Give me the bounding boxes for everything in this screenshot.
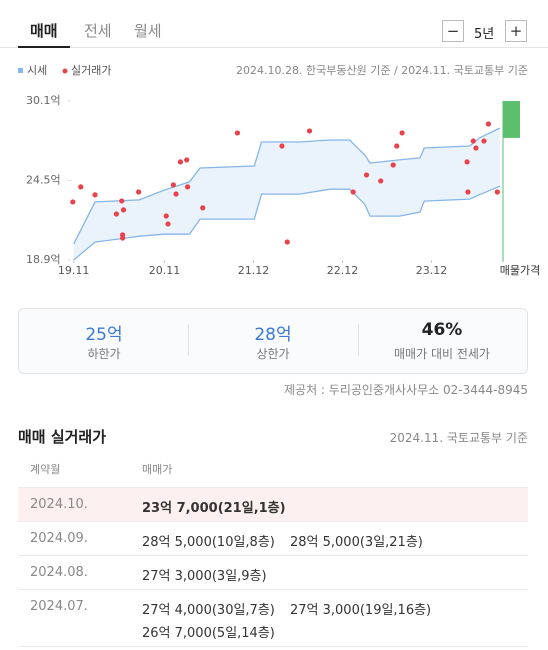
tab[interactable]: 매매: [30, 22, 58, 40]
deal-point: [464, 159, 470, 165]
legend-swatch: [62, 68, 68, 74]
deal-point: [473, 145, 479, 151]
deal-point: [494, 189, 500, 195]
x-tick-label: 23.12: [416, 264, 448, 277]
deal-point: [163, 213, 169, 219]
deal-point: [200, 205, 206, 211]
deal-point: [78, 184, 84, 190]
deal-point: [92, 192, 98, 198]
row-separator: [18, 646, 528, 647]
row-separator: [18, 589, 528, 590]
provider: 제공처 : 두리공인중개사사무소 02-3444-8945: [283, 383, 528, 397]
tab-underline: [18, 46, 70, 48]
y-tick-label: 24.5억: [26, 174, 61, 187]
deal-point: [399, 130, 405, 136]
deal-price: 23억 7,000(21일,1층): [142, 501, 286, 516]
lower-line: [73, 185, 501, 261]
row-highlight: [18, 488, 528, 521]
row-separator: [18, 487, 528, 488]
summary-value: 46%: [421, 320, 463, 340]
deal-point: [390, 162, 396, 168]
tab[interactable]: 전세: [84, 22, 112, 40]
deal-price: 28억 5,000(3일,21층): [290, 535, 423, 550]
x-tick-label: 22.12: [327, 264, 359, 277]
deal-point: [120, 235, 126, 241]
deal-price: 27억 3,000(19일,16층): [290, 603, 432, 618]
contract-month: 2024.10.: [30, 497, 88, 512]
x-tick-label: 21.12: [238, 264, 270, 277]
deal-point: [113, 211, 119, 217]
summary-value: 28억: [254, 325, 292, 345]
deal-point: [481, 138, 487, 144]
tab[interactable]: 월세: [134, 22, 162, 40]
deal-point: [363, 172, 370, 178]
contract-month: 2024.08.: [30, 565, 88, 580]
legend-label: 실거래가: [71, 64, 111, 77]
deal-price: 28억 5,000(10일,8층): [142, 535, 275, 550]
deal-point: [470, 138, 476, 144]
deal-point: [173, 191, 179, 197]
summary-label: 상한가: [256, 347, 290, 361]
divider: [358, 324, 359, 356]
deal-point: [165, 221, 171, 227]
deal-point: [465, 189, 471, 195]
y-tick-label: 18.9억: [26, 253, 61, 266]
contract-month: 2024.09.: [30, 531, 88, 546]
row-separator: [18, 555, 528, 556]
deal-point: [234, 130, 241, 136]
listing-label: 매물가격: [500, 264, 540, 277]
y-tick-label: 30.1억: [26, 94, 61, 107]
deal-point: [177, 159, 184, 165]
legend-swatch: [18, 68, 23, 73]
deal-point: [284, 239, 290, 245]
deal-point: [394, 143, 400, 149]
deal-point: [184, 157, 190, 163]
row-separator: [18, 521, 528, 522]
chart: 시세 실거래가 2024.10.28. 한국부동산원 기준 / 2024.11. 국…: [18, 64, 540, 277]
x-tick-label: 20.11: [149, 264, 181, 277]
table-header: 계약월: [30, 463, 61, 476]
deal-point: [378, 178, 384, 184]
deal-point: [306, 128, 313, 134]
summary-value: 25억: [85, 325, 123, 345]
deal-point: [350, 189, 356, 195]
deal-point: [170, 182, 176, 188]
source-note: 2024.10.28. 한국부동산원 기준 / 2024.11. 국토교통부 기…: [236, 64, 528, 77]
table-header: 매매가: [142, 463, 173, 476]
period: 5년: [474, 27, 495, 42]
contract-month: 2024.07.: [30, 599, 88, 614]
summary-box: [18, 308, 528, 374]
x-tick-label: 19.11: [58, 264, 90, 277]
summary-label: 하한가: [87, 347, 121, 361]
tab-divider: [0, 47, 548, 48]
deal-point: [119, 198, 125, 204]
legend-label: 시세: [27, 64, 47, 77]
listing-range: [503, 101, 520, 138]
divider: [188, 324, 189, 356]
section-note: 2024.11. 국토교통부 기준: [389, 431, 528, 445]
deal-point: [485, 121, 492, 127]
deal-point: [136, 189, 142, 195]
deal-price: 26억 7,000(5일,14층): [142, 626, 275, 641]
deal-point: [120, 207, 127, 213]
plus-button[interactable]: +: [505, 20, 527, 42]
summary-label: 매매가 대비 전세가: [394, 347, 490, 361]
deal-price: 27억 3,000(3일,9층): [142, 569, 267, 584]
deal-point: [70, 199, 76, 205]
upper-line: [73, 127, 501, 245]
minus-button[interactable]: −: [442, 20, 464, 42]
deal-price: 27억 4,000(30일,7층): [142, 603, 275, 618]
deal-point: [279, 143, 285, 149]
deal-point: [184, 184, 191, 190]
section-title: 매매 실거래가: [18, 428, 107, 446]
